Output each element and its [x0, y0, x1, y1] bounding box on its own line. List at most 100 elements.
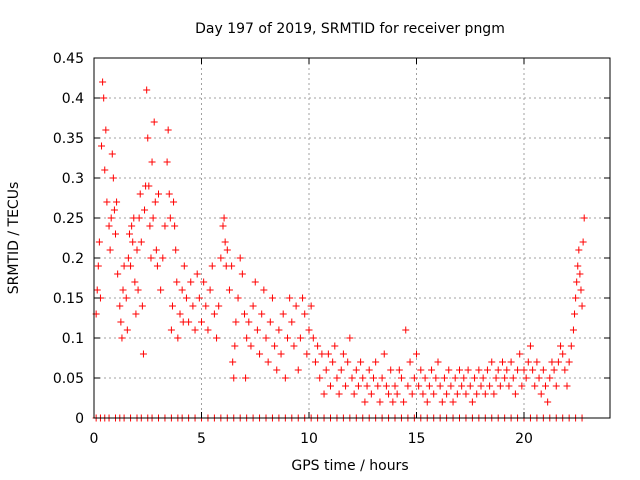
data-point	[167, 326, 175, 334]
data-point	[155, 190, 162, 198]
data-point	[277, 350, 285, 358]
data-point	[193, 270, 201, 278]
data-point	[516, 350, 524, 358]
data-point	[178, 286, 186, 294]
data-point	[146, 222, 154, 230]
data-point	[410, 374, 418, 382]
data-point	[550, 366, 558, 374]
data-point	[406, 358, 414, 366]
data-point	[273, 366, 281, 374]
data-point	[324, 350, 332, 358]
data-point	[105, 222, 113, 230]
data-point	[208, 262, 216, 270]
data-point	[116, 302, 124, 310]
data-point	[243, 334, 251, 342]
data-point	[320, 390, 328, 398]
data-point	[434, 358, 442, 366]
data-point	[198, 318, 205, 326]
data-point	[147, 254, 155, 262]
data-point	[303, 350, 311, 358]
data-point	[327, 382, 334, 390]
x-axis-label: GPS time / hours	[291, 458, 408, 474]
data-point	[458, 382, 466, 390]
data-point	[361, 398, 369, 406]
data-point	[180, 262, 188, 270]
data-point	[316, 374, 324, 382]
data-point	[238, 270, 246, 278]
data-point	[462, 390, 470, 398]
data-point	[150, 118, 158, 126]
data-point	[514, 366, 522, 374]
data-point	[490, 390, 498, 398]
data-point	[453, 390, 461, 398]
data-point	[329, 358, 337, 366]
data-point	[258, 310, 266, 318]
data-point	[542, 382, 549, 390]
data-point	[231, 342, 239, 350]
data-point	[479, 374, 487, 382]
data-point	[176, 310, 184, 318]
data-point	[531, 382, 539, 390]
data-point	[219, 222, 227, 230]
data-point	[127, 262, 135, 270]
data-point	[402, 326, 410, 334]
data-points	[92, 78, 588, 422]
data-point	[129, 238, 137, 246]
data-point	[546, 374, 554, 382]
y-tick-label: 0.2	[62, 251, 84, 267]
data-point	[264, 358, 272, 366]
data-point	[163, 158, 171, 166]
data-point	[552, 382, 560, 390]
data-point	[565, 358, 573, 366]
data-point	[288, 318, 296, 326]
data-point	[331, 342, 339, 350]
data-point	[322, 366, 330, 374]
data-point	[352, 366, 360, 374]
data-point	[314, 342, 322, 350]
data-point	[118, 334, 126, 342]
data-point	[580, 214, 588, 222]
data-point	[533, 358, 541, 366]
data-point	[475, 366, 483, 374]
data-point	[350, 390, 358, 398]
data-point	[166, 214, 174, 222]
data-point	[483, 366, 491, 374]
data-point	[253, 326, 261, 334]
data-point	[134, 286, 142, 294]
data-point	[524, 358, 532, 366]
axis-ticks	[93, 57, 610, 419]
data-point	[518, 382, 526, 390]
data-point	[242, 374, 250, 382]
data-point	[503, 366, 511, 374]
data-point	[509, 374, 517, 382]
x-tick-label: 5	[197, 431, 206, 447]
data-point	[128, 222, 136, 230]
data-point	[359, 374, 367, 382]
data-point	[451, 374, 459, 382]
data-point	[488, 358, 496, 366]
data-point	[539, 366, 547, 374]
data-point	[342, 382, 350, 390]
data-point	[266, 318, 274, 326]
data-point	[94, 262, 102, 270]
data-point	[133, 246, 141, 254]
data-point	[438, 398, 446, 406]
data-point	[492, 374, 500, 382]
data-point	[173, 278, 181, 286]
data-point	[571, 310, 579, 318]
data-point	[215, 302, 223, 310]
data-point	[125, 230, 133, 238]
data-point	[529, 366, 537, 374]
data-point	[473, 390, 481, 398]
data-point	[148, 158, 156, 166]
data-point	[572, 294, 580, 302]
plot-frame	[93, 57, 611, 419]
data-point	[171, 222, 179, 230]
data-point	[124, 254, 132, 262]
data-point	[385, 390, 393, 398]
data-point	[172, 246, 180, 254]
data-point	[535, 374, 543, 382]
data-point	[185, 318, 193, 326]
data-point	[569, 326, 577, 334]
data-point	[232, 318, 240, 326]
